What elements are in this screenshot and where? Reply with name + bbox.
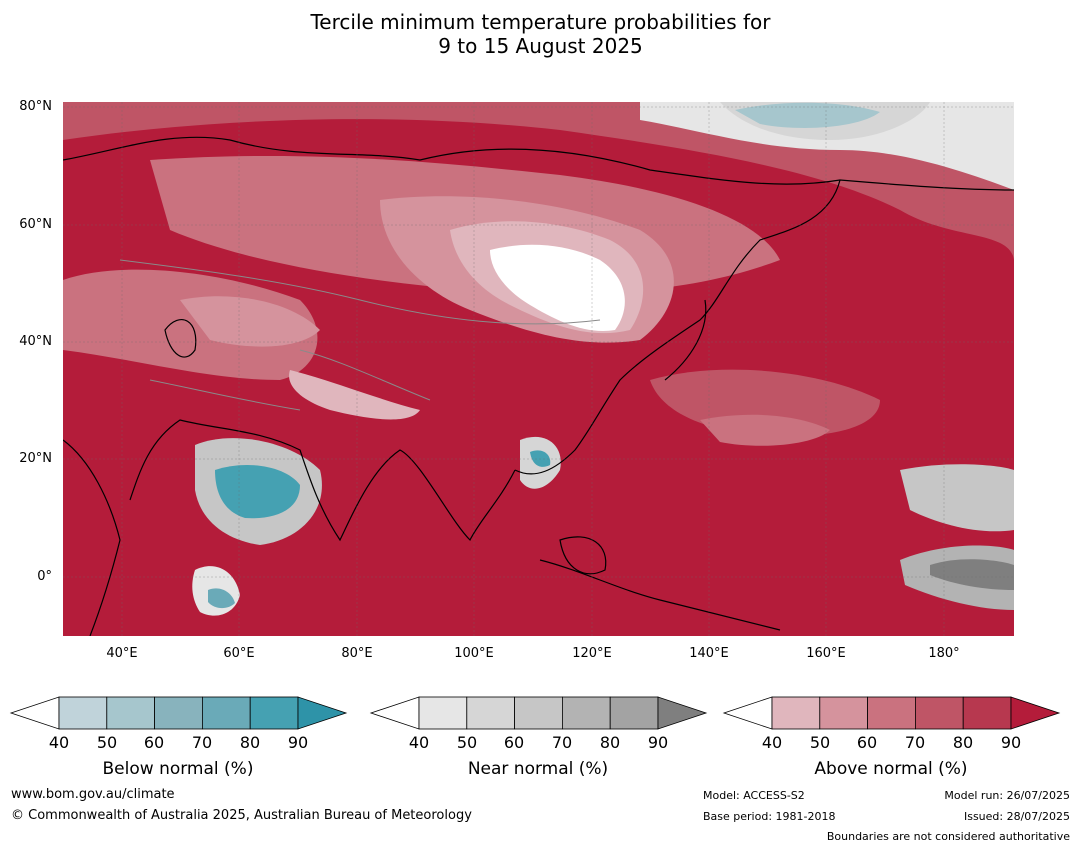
lon-label-100e: 100°E <box>454 646 494 661</box>
near-tick-90: 90 <box>647 733 669 752</box>
above-colorbar-segment <box>771 696 821 730</box>
near-tick-80: 80 <box>599 733 621 752</box>
above-30-central-asia <box>180 296 320 347</box>
near-normal-white-area <box>490 244 625 331</box>
near-tick-70: 70 <box>551 733 573 752</box>
footer-copyright: © Commonwealth of Australia 2025, Austra… <box>11 808 472 823</box>
near-tick-60: 60 <box>503 733 525 752</box>
below-tick-80: 80 <box>239 733 261 752</box>
lon-label-120e: 120°E <box>572 646 612 661</box>
colorbar-below-normal <box>9 696 348 730</box>
near-colorbar-segment <box>562 696 611 730</box>
below-tick-90: 90 <box>287 733 309 752</box>
country-borders <box>119 259 601 411</box>
above-40-central-asia <box>63 269 318 380</box>
below-colorbar-max-extend <box>297 696 348 730</box>
above-colorbar-segment <box>915 696 964 730</box>
chart-title-line1: Tercile minimum temperature probabilitie… <box>310 10 771 34</box>
below-colorbar-min-extend <box>9 696 60 730</box>
lon-label-40e: 40°E <box>106 646 138 661</box>
below-tick-40: 40 <box>48 733 70 752</box>
footer-model-run: Model run: 26/07/2025 <box>944 789 1070 802</box>
footer-issued: Issued: 28/07/2025 <box>963 810 1070 823</box>
above-lighter-pacific-2 <box>700 414 830 446</box>
below-tick-60: 60 <box>143 733 165 752</box>
below-colorbar-segment <box>154 696 203 730</box>
coastline-asia-north <box>63 136 1014 191</box>
probability-map <box>63 102 1014 636</box>
arctic-near-normal <box>640 102 1014 190</box>
near-colorbar-segment <box>514 696 563 730</box>
near-colorbar-segment <box>418 696 468 730</box>
lon-label-80e: 80°E <box>341 646 373 661</box>
near-tick-50: 50 <box>456 733 478 752</box>
colorbar-above-normal <box>722 696 1061 730</box>
arctic-below-normal <box>735 102 880 128</box>
above-tick-40: 40 <box>761 733 783 752</box>
below-colorbar-segment <box>201 696 251 730</box>
above-tick-80: 80 <box>952 733 974 752</box>
footer-website: www.bom.gov.au/climate <box>11 787 175 802</box>
above-colorbar-segment <box>962 696 1012 730</box>
colorbar-near-normal <box>369 696 708 730</box>
lat-label-40n: 40°N <box>19 334 52 349</box>
above-colorbar-min-extend <box>722 696 773 730</box>
above-tick-60: 60 <box>856 733 878 752</box>
graticule <box>63 102 1014 636</box>
footer-base-period: Base period: 1981-2018 <box>703 810 836 823</box>
coastline-indonesia <box>539 559 781 631</box>
above-tick-50: 50 <box>809 733 831 752</box>
coastline-south-asia <box>129 419 516 542</box>
near-colorbar-segment <box>609 696 659 730</box>
colorbars <box>9 696 1061 730</box>
lon-label-60e: 60°E <box>223 646 255 661</box>
below-normal-arabian-sea <box>215 465 300 519</box>
above-colorbar-segment <box>867 696 916 730</box>
above-tick-70: 70 <box>904 733 926 752</box>
below-colorbar-segment <box>58 696 108 730</box>
chart-title-line2: 9 to 15 August 2025 <box>438 34 643 58</box>
above-colorbar-max-extend <box>1010 696 1061 730</box>
below-tick-50: 50 <box>96 733 118 752</box>
lat-label-20n: 20°N <box>19 451 52 466</box>
above-tick-90: 90 <box>1000 733 1022 752</box>
coastline-caspian <box>164 319 197 358</box>
lon-label-180: 180° <box>928 646 960 661</box>
above-colorbar-title: Above normal (%) <box>814 759 968 779</box>
below-colorbar-segment <box>249 696 299 730</box>
above-colorbar-segment <box>819 696 868 730</box>
footer-model: Model: ACCESS-S2 <box>703 789 805 802</box>
near-normal-tibet <box>289 370 420 420</box>
below-normal-south-china <box>530 450 551 467</box>
near-tick-40: 40 <box>408 733 430 752</box>
below-colorbar-title: Below normal (%) <box>102 759 254 779</box>
lon-label-140e: 140°E <box>689 646 729 661</box>
near-normal-pacific-dark <box>930 559 1014 590</box>
below-normal-africa <box>208 588 235 609</box>
near-normal-pacific-north <box>900 464 1014 532</box>
footer-disclaimer: Boundaries are not considered authoritat… <box>826 830 1070 843</box>
lon-label-160e: 160°E <box>806 646 846 661</box>
coastline-japan <box>664 299 707 381</box>
near-colorbar-max-extend <box>657 696 708 730</box>
near-colorbar-min-extend <box>369 696 420 730</box>
coastline-africa-east <box>63 439 121 636</box>
below-colorbar-segment <box>106 696 156 730</box>
below-tick-70: 70 <box>191 733 213 752</box>
coastline-borneo <box>559 536 607 575</box>
lat-label-0: 0° <box>37 569 52 584</box>
lat-label-80n: 80°N <box>19 99 52 114</box>
near-colorbar-segment <box>466 696 515 730</box>
lat-label-60n: 60°N <box>19 217 52 232</box>
near-colorbar-title: Near normal (%) <box>467 759 609 779</box>
